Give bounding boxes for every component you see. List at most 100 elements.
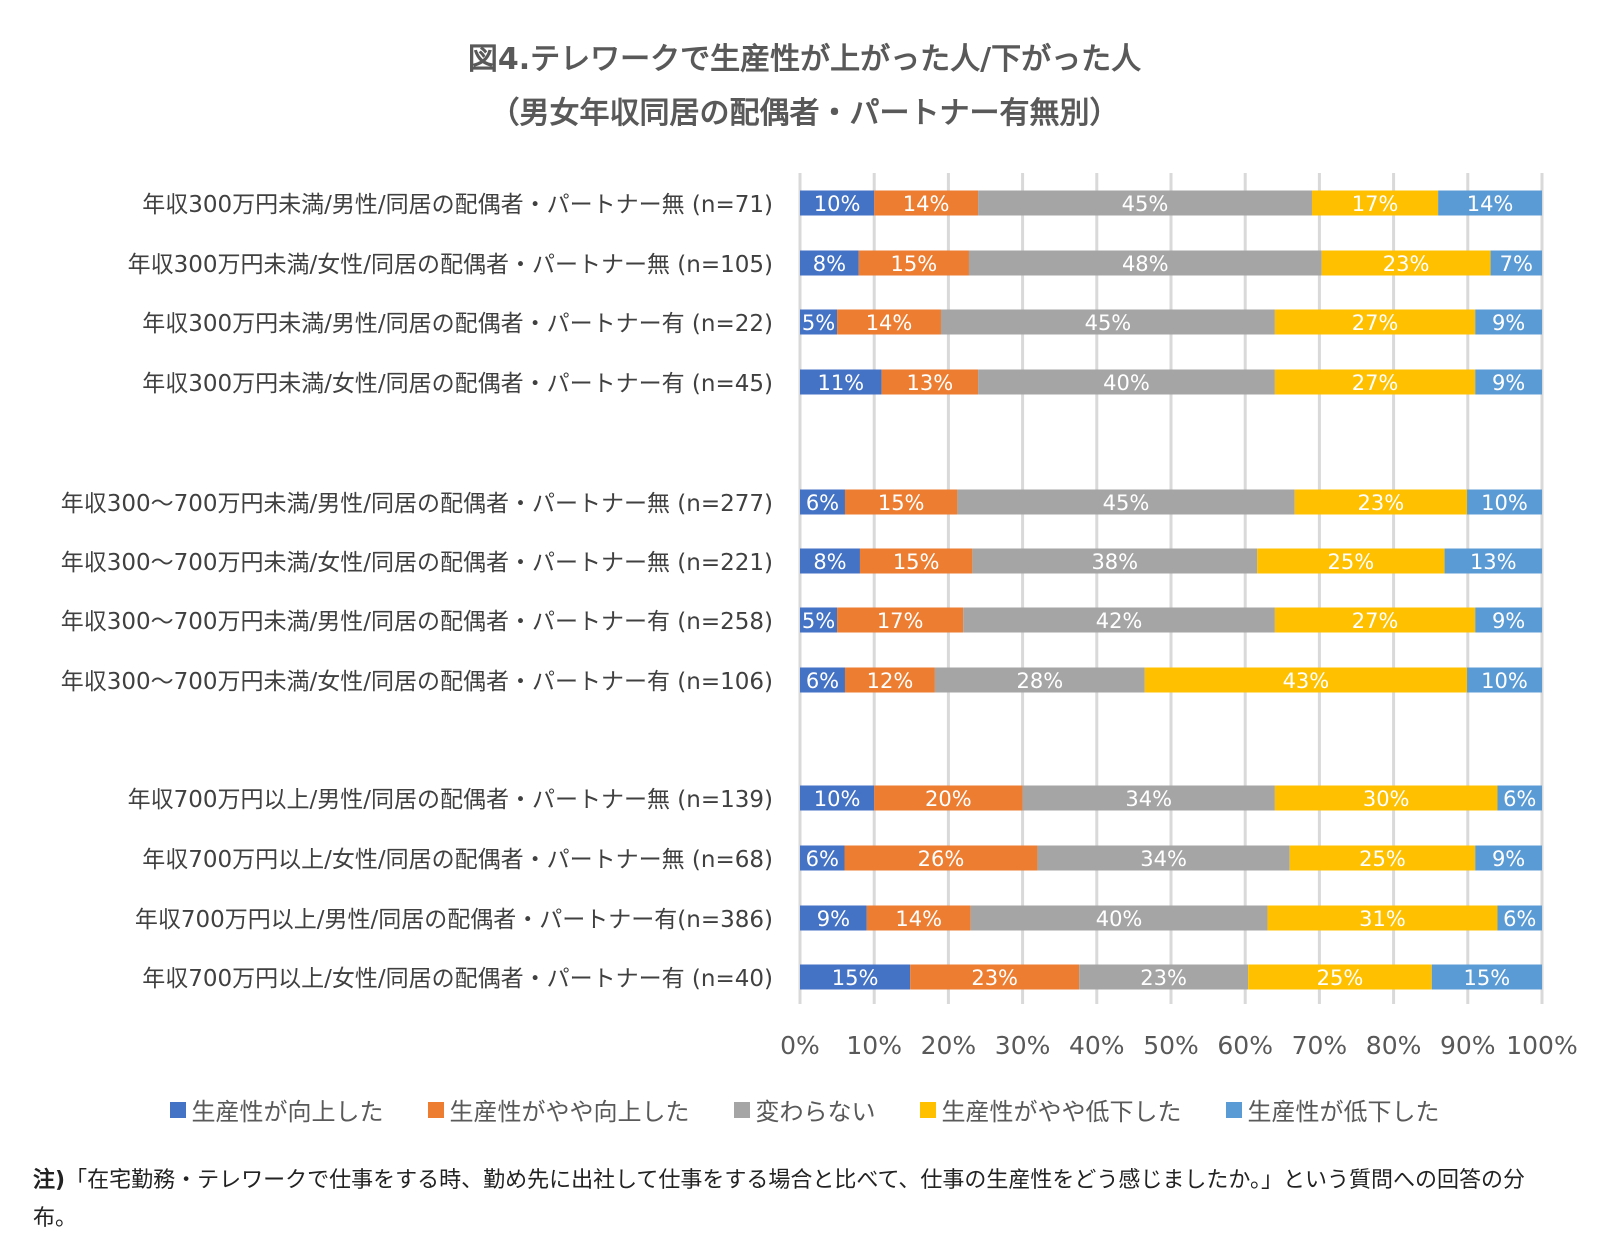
bar-segment: [1289, 845, 1476, 871]
data-label: 6%: [806, 847, 839, 871]
data-label: 27%: [1352, 371, 1399, 395]
data-label: 28%: [1016, 669, 1063, 693]
data-label: 14%: [1467, 192, 1514, 216]
bar-segment: [1431, 964, 1542, 990]
category-label: 年収300万円未満/女性/同居の配偶者・パートナー無 (n=105): [128, 252, 773, 278]
bar-segment: [1022, 785, 1275, 811]
data-label: 45%: [1122, 192, 1169, 216]
data-label: 23%: [971, 966, 1018, 990]
data-label: 14%: [903, 192, 950, 216]
data-label: 23%: [1140, 966, 1187, 990]
chart-subtitle: （男女年収同居の配偶者・パートナー有無別）: [489, 96, 1120, 131]
bar-segment: [800, 489, 845, 515]
bar-segment: [837, 607, 964, 633]
x-tick-label: 80%: [1366, 1031, 1422, 1060]
data-label: 9%: [1492, 371, 1525, 395]
footnote-prefix: 注): [33, 1168, 66, 1193]
bar-segment: [1037, 845, 1290, 871]
bar-segment: [940, 309, 1275, 335]
data-label: 10%: [814, 192, 861, 216]
x-tick-label: 50%: [1143, 1031, 1199, 1060]
bar-segment: [1321, 250, 1491, 276]
bar-segment: [957, 489, 1295, 515]
data-label: 7%: [1500, 252, 1533, 276]
data-label: 38%: [1091, 550, 1138, 574]
bar-segment: [972, 548, 1258, 574]
bar-segment: [1497, 785, 1542, 811]
bar-segment: [1144, 667, 1468, 693]
bar-segment: [1248, 964, 1432, 990]
bar-segment: [1294, 489, 1468, 515]
x-tick-label: 0%: [780, 1031, 820, 1060]
data-label: 9%: [1492, 847, 1525, 871]
x-tick-label: 70%: [1292, 1031, 1348, 1060]
legend-swatch: [427, 1101, 444, 1118]
legend-item: 生産性が向上した: [169, 1092, 384, 1127]
legend: 生産性が向上した 生産性がやや向上した 変わらない 生産性がやや低下した 生産性が低下し…: [0, 1092, 1609, 1127]
category-label: 年収300～700万円未満/男性/同居の配偶者・パートナー無 (n=277): [61, 491, 773, 517]
bar-segment: [1274, 785, 1498, 811]
data-label: 27%: [1352, 609, 1399, 633]
data-label: 34%: [1125, 787, 1172, 811]
bar-segment: [1467, 667, 1542, 693]
legend-label: 変わらない: [755, 1098, 876, 1126]
data-label: 25%: [1359, 847, 1406, 871]
data-label: 20%: [925, 787, 972, 811]
legend-item: 変わらない: [733, 1092, 876, 1127]
category-label: 年収700万円以上/女性/同居の配偶者・パートナー無 (n=68): [142, 847, 773, 873]
data-label: 17%: [877, 609, 924, 633]
data-label: 8%: [813, 252, 846, 276]
bar-segment: [800, 250, 859, 276]
category-label: 年収300万円未満/女性/同居の配偶者・パートナー有 (n=45): [142, 371, 773, 397]
legend-label: 生産性がやや向上した: [449, 1098, 690, 1126]
data-label: 9%: [1492, 609, 1525, 633]
data-label: 42%: [1096, 609, 1143, 633]
bar-segment: [978, 190, 1312, 216]
bar-segment: [844, 667, 935, 693]
bar-segment: [970, 905, 1268, 931]
data-label: 15%: [891, 252, 938, 276]
legend-item: 生産性がやや向上した: [427, 1092, 690, 1127]
x-tick-label: 20%: [921, 1031, 977, 1060]
category-label: 年収300万円未満/男性/同居の配偶者・パートナー有 (n=22): [142, 311, 773, 337]
bar-segment: [844, 845, 1038, 871]
bar-segment: [1274, 607, 1476, 633]
data-label: 15%: [878, 491, 925, 515]
x-tick-label: 40%: [1069, 1031, 1125, 1060]
data-label: 23%: [1358, 491, 1405, 515]
data-label: 30%: [1363, 787, 1410, 811]
chart-title: 図4.テレワークで生産性が上がった人/下がった人: [467, 42, 1142, 77]
data-label: 23%: [1383, 252, 1430, 276]
data-label: 10%: [1481, 491, 1528, 515]
bar-segment: [866, 905, 971, 931]
data-label: 48%: [1122, 252, 1169, 276]
legend-swatch: [169, 1101, 186, 1118]
data-label: 6%: [1503, 787, 1536, 811]
bar-segment: [800, 369, 882, 395]
bar-segment: [1475, 309, 1542, 335]
legend-label: 生産性が向上した: [191, 1098, 384, 1126]
data-label: 15%: [832, 966, 879, 990]
data-label: 26%: [918, 847, 965, 871]
bar-segment: [859, 548, 973, 574]
data-label: 15%: [893, 550, 940, 574]
bar-segment: [800, 667, 845, 693]
x-tick-label: 10%: [846, 1031, 902, 1060]
data-label: 14%: [866, 311, 913, 335]
category-label: 年収300～700万円未満/男性/同居の配偶者・パートナー有 (n=258): [61, 609, 773, 635]
legend-label: 生産性が低下した: [1247, 1098, 1440, 1126]
bar-segment: [844, 489, 958, 515]
bar-segment: [837, 309, 941, 335]
legend-swatch: [919, 1101, 936, 1118]
bar-segment: [934, 667, 1145, 693]
category-label: 年収300万円未満/男性/同居の配偶者・パートナー無 (n=71): [142, 192, 773, 218]
data-label: 14%: [895, 907, 942, 931]
data-label: 31%: [1359, 907, 1406, 931]
category-label: 年収300～700万円未満/女性/同居の配偶者・パートナー無 (n=221): [61, 550, 773, 576]
data-label: 17%: [1352, 192, 1399, 216]
bar-segment: [1311, 190, 1439, 216]
bar-segment: [800, 309, 838, 335]
bar-segment: [1475, 845, 1542, 871]
data-label: 40%: [1103, 371, 1150, 395]
